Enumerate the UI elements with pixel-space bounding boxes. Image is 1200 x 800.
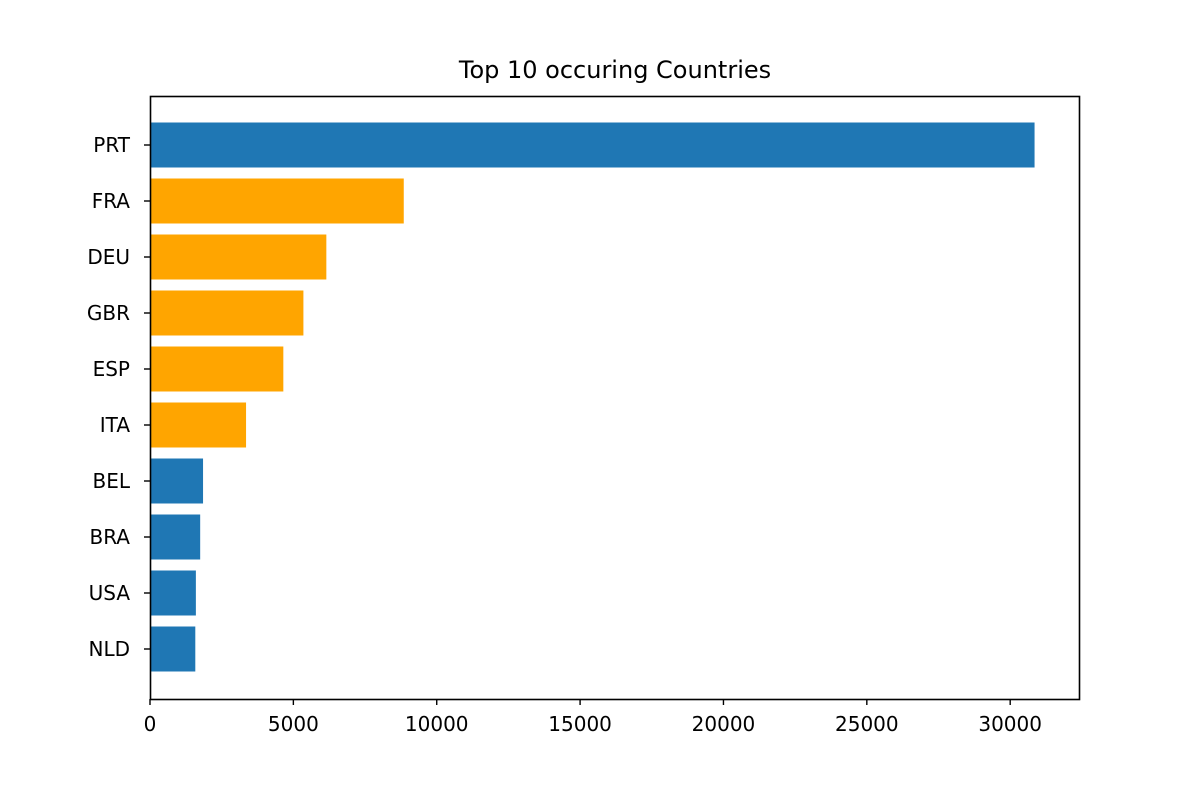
y-tick-label: ITA [100,413,131,437]
y-tick-label: ESP [93,357,130,381]
y-axis-ticks: PRT FRA DEU GBR ESP ITA BEL BRA USA NLD [87,133,150,661]
bar-usa [150,570,196,616]
y-tick-label: PRT [93,133,131,157]
bar-nld [150,626,196,672]
plot-frame [149,95,1081,701]
y-tick-label: USA [89,581,131,605]
y-tick-label: BRA [90,525,131,549]
x-tick-label: 20000 [692,712,756,736]
y-tick-label: GBR [87,301,130,325]
bar-ita [150,402,247,448]
bar-prt [150,122,1035,168]
x-tick-label: 25000 [835,712,899,736]
bar-esp [150,346,284,392]
bar-fra [150,178,404,224]
bar-bra [150,514,201,560]
chart-title: Top 10 occuring Countries [458,56,771,84]
bar-deu [150,234,327,280]
bars-group [150,122,1035,672]
bar-gbr [150,290,304,336]
x-tick-label: 0 [144,712,157,736]
x-tick-label: 15000 [548,712,612,736]
x-tick-label: 5000 [268,712,319,736]
y-tick-label: BEL [93,469,131,493]
x-tick-label: 10000 [405,712,469,736]
y-tick-label: DEU [87,245,130,269]
y-tick-label: FRA [92,189,131,213]
y-tick-label: NLD [88,637,130,661]
bar-bel [150,458,204,504]
x-tick-label: 30000 [978,712,1042,736]
x-axis-ticks: 0 5000 10000 15000 20000 25000 30000 [144,699,1042,736]
